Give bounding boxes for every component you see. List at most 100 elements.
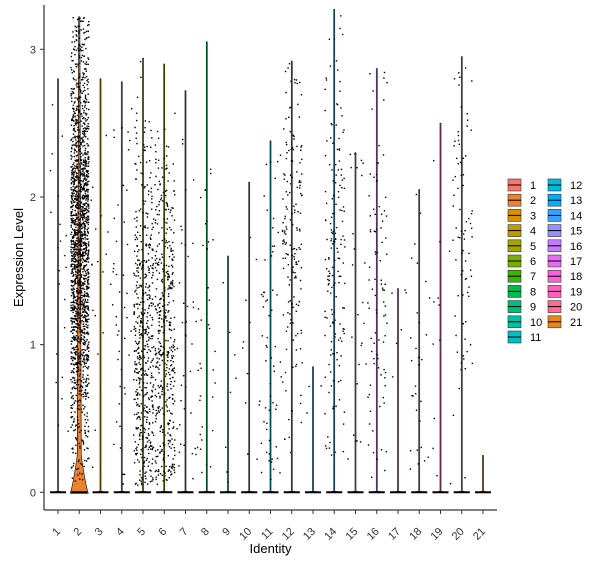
data-point xyxy=(73,167,75,169)
data-point xyxy=(166,204,168,206)
data-point xyxy=(70,201,73,203)
data-point xyxy=(86,281,89,284)
data-point xyxy=(174,349,176,351)
data-point xyxy=(149,243,151,245)
data-point xyxy=(85,395,88,397)
data-point xyxy=(123,473,126,476)
data-point xyxy=(161,465,163,468)
data-point xyxy=(184,322,187,324)
data-point xyxy=(165,401,167,403)
data-point xyxy=(77,160,79,162)
data-point xyxy=(134,162,136,165)
data-point xyxy=(272,251,274,253)
data-point xyxy=(135,132,138,134)
data-point xyxy=(80,60,83,62)
data-point xyxy=(385,237,387,239)
data-point xyxy=(170,471,172,473)
data-point xyxy=(142,200,145,202)
data-point xyxy=(152,271,154,274)
data-point xyxy=(414,385,417,387)
data-point xyxy=(80,142,82,144)
data-point xyxy=(172,370,175,372)
data-point xyxy=(80,390,82,393)
data-point xyxy=(138,210,141,212)
data-point xyxy=(137,393,139,395)
data-point xyxy=(84,77,86,79)
data-point xyxy=(142,395,145,398)
data-point xyxy=(464,477,466,479)
data-point xyxy=(90,199,92,201)
data-point xyxy=(284,371,287,374)
data-point xyxy=(77,348,79,350)
data-point xyxy=(82,159,85,161)
data-point xyxy=(338,364,341,367)
data-point xyxy=(432,447,434,450)
data-point xyxy=(296,186,298,189)
data-point xyxy=(77,327,79,329)
data-point xyxy=(79,385,82,388)
data-point xyxy=(199,399,201,401)
data-point xyxy=(462,294,464,296)
data-point xyxy=(146,145,148,148)
data-point xyxy=(87,271,89,273)
data-point xyxy=(330,349,332,351)
data-point xyxy=(79,75,81,77)
data-point xyxy=(71,381,73,383)
data-point xyxy=(347,458,349,460)
data-point xyxy=(165,194,167,197)
data-point xyxy=(288,63,291,65)
data-point xyxy=(85,248,87,250)
data-point xyxy=(289,219,292,221)
data-point xyxy=(72,189,75,192)
data-point xyxy=(85,380,87,383)
data-point xyxy=(137,484,139,486)
data-point xyxy=(73,223,75,225)
y-tick-label: 2 xyxy=(30,192,36,204)
data-point xyxy=(157,304,159,307)
data-point xyxy=(80,242,82,245)
data-point xyxy=(163,470,165,472)
data-point xyxy=(460,368,462,371)
data-point xyxy=(170,250,172,252)
data-point xyxy=(329,272,331,275)
data-point xyxy=(81,235,83,237)
data-point xyxy=(81,389,83,391)
data-point xyxy=(147,244,150,246)
data-point xyxy=(143,456,146,459)
data-point xyxy=(143,301,145,303)
data-point xyxy=(80,180,82,182)
data-point xyxy=(133,304,135,306)
data-point xyxy=(167,351,170,353)
data-point xyxy=(383,99,385,101)
data-point xyxy=(160,354,162,356)
data-point xyxy=(75,243,77,245)
data-point xyxy=(139,303,141,306)
data-point xyxy=(83,197,86,199)
data-point xyxy=(214,350,216,353)
data-point xyxy=(353,434,355,436)
data-point xyxy=(85,107,88,110)
data-point xyxy=(77,367,79,369)
legend-item-5: 5 xyxy=(507,239,536,253)
data-point xyxy=(135,137,137,139)
data-point xyxy=(329,65,332,67)
data-point xyxy=(142,173,144,175)
data-point xyxy=(295,261,297,264)
data-point xyxy=(152,248,154,250)
data-point xyxy=(72,114,75,117)
data-point xyxy=(152,365,154,367)
data-point xyxy=(81,463,83,466)
data-point xyxy=(340,275,342,277)
data-point xyxy=(80,320,82,322)
data-point xyxy=(86,332,88,334)
data-point xyxy=(124,337,126,340)
data-point xyxy=(151,201,153,204)
data-point xyxy=(168,368,171,370)
data-point xyxy=(122,184,125,187)
data-point xyxy=(139,470,141,472)
data-point xyxy=(292,148,295,151)
data-point xyxy=(165,240,167,242)
data-point xyxy=(137,267,139,269)
data-point xyxy=(71,387,74,389)
